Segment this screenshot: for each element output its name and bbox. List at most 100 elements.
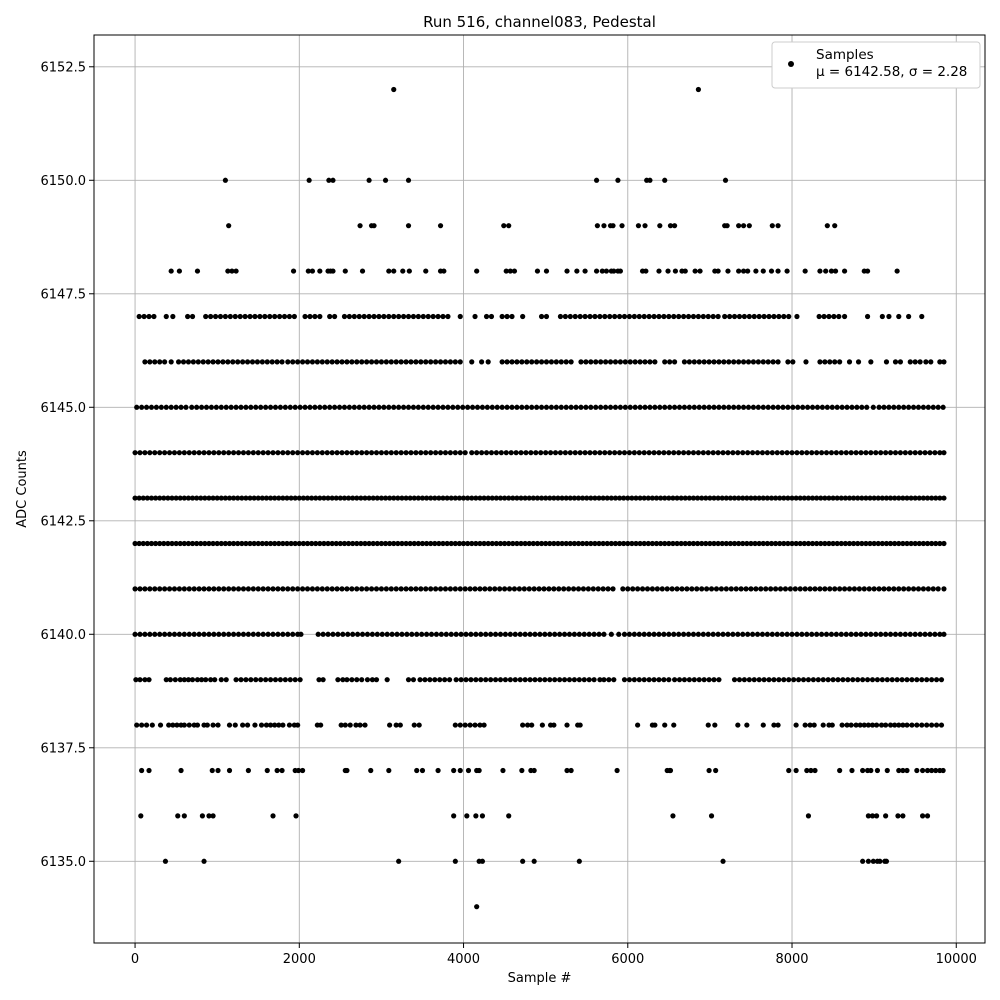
- data-point: [642, 404, 648, 410]
- data-point: [768, 540, 775, 547]
- data-point: [696, 677, 702, 683]
- data-point: [616, 540, 623, 547]
- data-point: [389, 631, 395, 637]
- data-point: [631, 313, 637, 320]
- data-point: [497, 586, 503, 592]
- data-point: [243, 540, 249, 547]
- data-point: [681, 313, 687, 320]
- data-point: [334, 359, 340, 365]
- data-point: [143, 404, 150, 410]
- data-point: [332, 313, 338, 320]
- data-point: [477, 722, 483, 728]
- data-point: [263, 540, 270, 547]
- data-point: [214, 495, 220, 501]
- data-point: [215, 767, 221, 774]
- data-point: [901, 404, 907, 410]
- data-point: [433, 631, 440, 637]
- data-point: [361, 313, 367, 320]
- data-point: [316, 677, 322, 683]
- data-point: [282, 404, 288, 410]
- data-point: [304, 586, 311, 592]
- data-point: [580, 495, 586, 501]
- data-point: [397, 722, 403, 728]
- data-point: [400, 268, 406, 274]
- data-point: [830, 495, 836, 501]
- data-point: [556, 586, 562, 592]
- data-point: [834, 495, 840, 501]
- data-point: [817, 268, 823, 274]
- data-point: [161, 540, 167, 547]
- data-point: [924, 767, 931, 774]
- data-point: [543, 359, 550, 365]
- data-point: [937, 540, 943, 547]
- data-point: [718, 586, 725, 592]
- data-point: [381, 404, 387, 410]
- data-point: [817, 359, 823, 365]
- data-point: [616, 313, 623, 320]
- data-point: [513, 450, 519, 456]
- data-point: [478, 677, 484, 683]
- data-point: [563, 495, 569, 501]
- data-point: [254, 359, 261, 365]
- data-point: [369, 677, 375, 683]
- data-point: [694, 540, 701, 547]
- data-point: [381, 313, 387, 320]
- data-point: [681, 677, 688, 683]
- data-point: [571, 631, 578, 637]
- data-point: [259, 359, 265, 365]
- data-point: [924, 677, 930, 683]
- data-point: [309, 495, 315, 501]
- data-point: [736, 223, 742, 229]
- data-point: [661, 677, 667, 683]
- data-point: [765, 359, 771, 365]
- data-point: [895, 813, 901, 819]
- data-point: [883, 495, 890, 501]
- data-point: [919, 313, 925, 320]
- data-point: [621, 631, 628, 637]
- data-point: [607, 450, 613, 456]
- data-point: [581, 677, 587, 683]
- data-point: [764, 495, 770, 501]
- data-point: [339, 450, 345, 456]
- data-point: [828, 450, 835, 456]
- data-point: [561, 586, 567, 592]
- data-point: [218, 540, 224, 547]
- data-point: [887, 450, 894, 456]
- data-point: [907, 359, 913, 365]
- data-point: [415, 540, 421, 547]
- data-point: [867, 495, 873, 501]
- data-point: [892, 722, 898, 728]
- data-point: [719, 495, 725, 501]
- data-point: [293, 813, 299, 819]
- data-point: [748, 495, 754, 501]
- data-point: [511, 268, 518, 274]
- data-point: [264, 359, 270, 365]
- data-point: [457, 450, 463, 456]
- data-point: [208, 313, 214, 320]
- data-point: [766, 677, 772, 683]
- data-point: [681, 404, 688, 410]
- data-point: [357, 223, 363, 229]
- data-point: [428, 540, 434, 547]
- data-point: [671, 313, 677, 320]
- data-point: [929, 722, 935, 728]
- data-point: [517, 677, 523, 683]
- data-point: [437, 677, 443, 683]
- data-point: [354, 540, 360, 547]
- data-point: [561, 631, 568, 637]
- data-point: [433, 450, 439, 456]
- data-point: [826, 313, 832, 320]
- data-point: [557, 631, 563, 637]
- data-point: [440, 495, 446, 501]
- data-point: [566, 677, 573, 683]
- data-point: [280, 631, 286, 637]
- data-point: [286, 722, 293, 728]
- data-point: [362, 540, 368, 547]
- data-point: [864, 313, 871, 320]
- data-point: [920, 495, 927, 501]
- data-point: [610, 586, 616, 592]
- data-point: [344, 677, 350, 683]
- data-point: [394, 631, 400, 637]
- data-point: [676, 450, 682, 456]
- data-point: [364, 450, 370, 456]
